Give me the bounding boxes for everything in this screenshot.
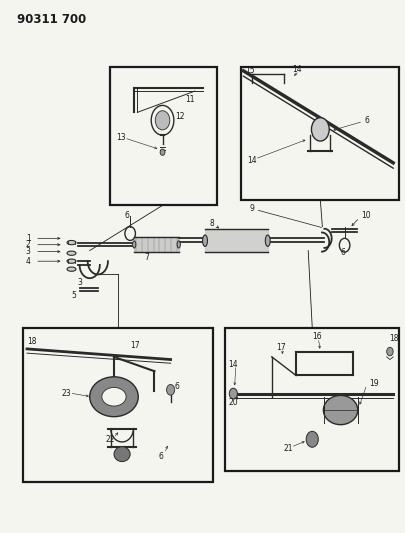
Text: 19: 19 [368,379,377,388]
Text: 22: 22 [106,435,115,444]
Ellipse shape [67,267,76,271]
Ellipse shape [202,235,207,246]
Bar [225,328,398,471]
Ellipse shape [132,241,136,248]
Ellipse shape [90,377,138,417]
Bar [110,67,217,205]
Text: 5: 5 [71,291,76,300]
Text: 13: 13 [116,133,125,142]
Text: 21: 21 [283,445,293,454]
Ellipse shape [67,259,76,263]
Text: 14: 14 [228,360,237,369]
Text: 6: 6 [158,452,163,461]
Ellipse shape [264,235,269,246]
Text: 23: 23 [61,389,71,398]
Text: 18: 18 [388,334,398,343]
Bar [241,67,398,200]
Text: 10: 10 [360,212,369,221]
Text: 9: 9 [249,204,254,213]
Text: 8: 8 [209,220,214,229]
Text: 3: 3 [77,278,82,287]
Text: 2: 2 [26,240,30,249]
Circle shape [311,118,328,141]
Ellipse shape [114,447,130,462]
Text: 11: 11 [184,94,194,103]
Ellipse shape [322,395,357,425]
Text: 12: 12 [175,111,185,120]
Text: 7: 7 [144,254,149,262]
Circle shape [229,388,237,399]
Text: 20: 20 [228,398,237,407]
Ellipse shape [67,240,76,245]
Circle shape [160,149,164,156]
Text: 6: 6 [364,116,369,125]
Text: 1: 1 [26,234,30,243]
Text: 14: 14 [291,66,301,74]
Text: 6: 6 [340,248,345,257]
Text: 14: 14 [247,156,256,165]
Text: 17: 17 [275,343,285,352]
Ellipse shape [102,387,126,406]
Bar [23,328,213,482]
Text: 3: 3 [26,247,31,256]
Text: 18: 18 [27,337,36,346]
Circle shape [305,431,318,447]
Text: 90311 700: 90311 700 [17,13,86,26]
Ellipse shape [67,251,76,255]
Text: 4: 4 [26,257,31,265]
Circle shape [166,384,174,395]
Text: 6: 6 [174,382,179,391]
Text: 6: 6 [124,212,129,221]
Text: 17: 17 [130,341,139,350]
Text: 16: 16 [311,332,321,341]
Circle shape [386,348,392,356]
Ellipse shape [177,241,180,248]
Circle shape [155,111,169,130]
Text: 15: 15 [245,67,254,75]
